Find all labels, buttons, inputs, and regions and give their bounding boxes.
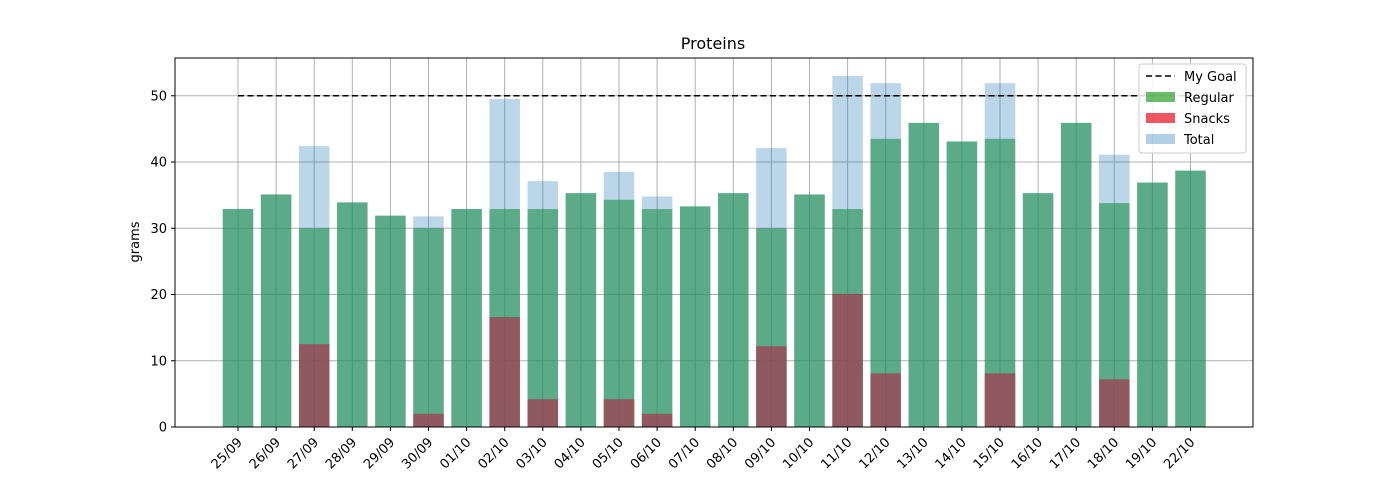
legend: My Goal Regular Snacks Total	[1138, 63, 1247, 154]
y-axis-label: grams	[128, 221, 143, 262]
legend-swatch-snacks	[1146, 113, 1175, 123]
bar-total-06-10	[641, 196, 673, 427]
bar-total-08-10	[718, 193, 749, 427]
bar-total-12-10	[870, 83, 901, 428]
y-tick-label: 0	[159, 421, 167, 436]
y-tick-label: 50	[150, 89, 167, 104]
bar-regular-08-10	[718, 193, 749, 427]
bar-regular-03-10	[527, 209, 559, 427]
legend-label-regular: Regular	[1184, 91, 1235, 106]
bar-total-04-10	[565, 193, 597, 427]
legend-label-snacks: Snacks	[1184, 112, 1230, 127]
plot-frame	[174, 57, 1254, 428]
bar-total-22-10	[1175, 170, 1206, 427]
bar-regular-13-10	[908, 122, 940, 428]
y-tick-label: 40	[150, 156, 167, 171]
bar-total-02-10	[489, 99, 520, 427]
bar-regular-04-10	[565, 193, 597, 427]
bar-regular-06-10	[641, 209, 673, 427]
bar-regular-01-10	[451, 209, 482, 427]
legend-label-total: Total	[1183, 133, 1214, 148]
bar-regular-30-09	[413, 228, 444, 427]
bar-regular-25-09	[222, 209, 254, 427]
legend-swatch-regular	[1146, 92, 1175, 102]
bar-snacks-06-10	[641, 413, 673, 427]
chart-title: Proteins	[681, 34, 745, 53]
bar-total-26-09	[260, 194, 292, 427]
bar-total-13-10	[908, 122, 940, 428]
legend-label-my-goal: My Goal	[1184, 70, 1237, 85]
bar-regular-10-10	[794, 194, 825, 427]
bar-snacks-03-10	[527, 399, 559, 427]
bar-regular-26-09	[260, 194, 292, 427]
bar-total-28-09	[337, 202, 368, 427]
bar-total-25-09	[222, 209, 254, 427]
bar-total-10-10	[794, 194, 825, 427]
bar-total-03-10	[527, 181, 559, 427]
bar-regular-05-10	[603, 199, 635, 427]
bar-snacks-18-10	[1099, 379, 1130, 427]
bar-snacks-09-10	[756, 346, 787, 427]
bar-snacks-27-09	[298, 344, 330, 427]
bar-regular-19-10	[1137, 182, 1168, 427]
bar-total-15-10	[984, 83, 1016, 428]
bar-snacks-30-09	[413, 413, 444, 427]
bar-total-05-10	[603, 171, 635, 427]
bar-regular-14-10	[946, 141, 978, 427]
bars	[222, 75, 1206, 428]
bar-total-09-10	[756, 148, 787, 427]
bar-regular-22-10	[1175, 170, 1206, 427]
bar-snacks-15-10	[984, 373, 1016, 427]
bar-regular-16-10	[1022, 193, 1054, 427]
bar-total-07-10	[679, 206, 711, 427]
bar-total-19-10	[1137, 182, 1168, 427]
y-tick-label: 30	[150, 222, 167, 237]
bar-total-18-10	[1099, 154, 1130, 427]
bar-snacks-12-10	[870, 373, 901, 427]
bar-total-11-10	[832, 75, 863, 427]
bar-regular-28-09	[337, 202, 368, 427]
bar-total-17-10	[1060, 122, 1092, 428]
legend-swatch-total	[1146, 134, 1175, 144]
bar-total-27-09	[298, 146, 330, 428]
legend-box	[1138, 63, 1247, 154]
bar-total-01-10	[451, 209, 482, 427]
bar-total-14-10	[946, 141, 978, 427]
bar-total-29-09	[375, 215, 406, 427]
bar-snacks-11-10	[832, 293, 863, 427]
bar-regular-07-10	[679, 206, 711, 427]
bar-snacks-05-10	[603, 399, 635, 427]
bar-regular-29-09	[375, 215, 406, 427]
bar-snacks-02-10	[489, 317, 520, 427]
bar-total-16-10	[1022, 193, 1054, 427]
bar-regular-17-10	[1060, 122, 1092, 428]
bar-total-30-09	[413, 216, 444, 427]
y-tick-label: 20	[150, 288, 167, 303]
y-tick-label: 10	[150, 354, 167, 369]
